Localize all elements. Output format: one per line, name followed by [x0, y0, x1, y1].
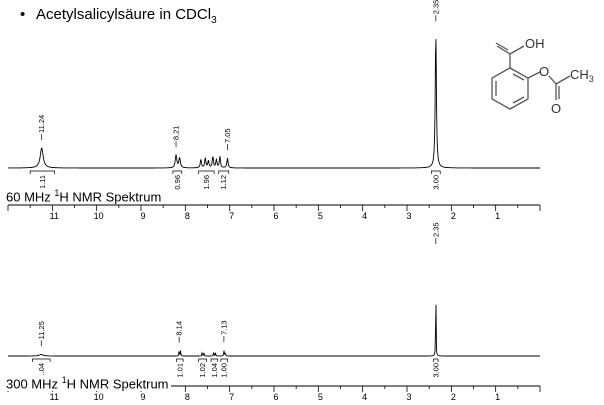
x-axis-tick-label: 2: [451, 392, 456, 402]
x-axis-tick-label: 10: [94, 211, 104, 221]
peak-label: 11.25: [37, 321, 46, 339]
x-axis-tick-label: 4: [362, 392, 367, 402]
x-axis-tick-label: 10: [94, 392, 104, 402]
ester-bond: [527, 71, 541, 79]
carbonyl-bond-2: [495, 42, 509, 51]
acetyl-methyl-bond: [555, 75, 571, 85]
x-axis-tick-label: 1: [495, 211, 500, 221]
integral-bracket: [198, 358, 207, 362]
integral-bracket: [431, 170, 441, 174]
x-axis-tick-label: 6: [273, 211, 278, 221]
spectrum-300mhz-peak-labels: 11.25 8.14 7.13 2.35: [37, 222, 440, 347]
x-axis-tick-label: 11: [50, 392, 59, 402]
integral-bracket: [32, 358, 51, 362]
aromatic-double-bond: [512, 96, 525, 104]
spectrum-60mhz-label: 60 MHz 1H NMR Spektrum: [6, 188, 164, 205]
x-axis-tick-label: 9: [140, 392, 145, 402]
spectrum-60mhz-peak-labels: 11.24 8.21 7.05 2.35: [37, 0, 440, 150]
integral-bracket: [176, 358, 184, 362]
peak-label: 8.14: [175, 321, 184, 336]
spectrum-label-text: H NMR Spektrum: [59, 189, 162, 205]
x-axis-tick-label: 5: [318, 211, 323, 221]
x-axis-tick-label: 8: [185, 392, 190, 402]
integral-bracket: [218, 170, 230, 174]
integral-value: 1.96: [202, 175, 211, 190]
spectrum-300mhz-trace: [8, 304, 540, 357]
integral-bracket: [198, 170, 215, 174]
ester-oxygen-label: O: [539, 64, 549, 79]
ch3-label: CH3: [570, 67, 594, 84]
x-axis-tick-label: 7: [229, 392, 234, 402]
x-axis-tick-label: 2: [451, 211, 456, 221]
x-axis-tick-label: 9: [140, 211, 145, 221]
carbonyl-oxygen-label: O: [551, 101, 561, 116]
spectrum-300mhz: 11.25 8.14 7.132.35 1.04 1.01 1.02 1.04 1.00 3.…: [7, 222, 541, 402]
bullet-point: •: [20, 6, 26, 23]
peak-label: 2.35: [431, 222, 440, 237]
x-axis-tick-label: 3: [406, 211, 411, 221]
spectrum-60mhz-integrals: 1.11 0.96 1.96 1.12 3.00: [29, 170, 441, 190]
ester-bond-2: [548, 75, 557, 85]
spectrum-60mhz: 11.24 8.21 7.05 2.35 1.11 0.96 1.96 1.12 3.00 1…: [7, 0, 541, 221]
spectrum-60mhz-trace: [8, 39, 540, 169]
x-axis-tick-label: 6: [273, 392, 278, 402]
x-axis-tick-label: 8: [185, 211, 190, 221]
acetylsalicylic-acid-structure: [491, 42, 571, 110]
integral-value: 1.12: [219, 175, 228, 190]
integral-value: 1.02: [198, 363, 207, 378]
molecule-atom-labels: OH O O CH3: [525, 36, 594, 116]
carbonyl-bond: [496, 45, 511, 55]
spectrum-label-text: 60 MHz: [6, 189, 55, 205]
x-axis-tick-label: 3: [406, 392, 411, 402]
spectrum-60mhz-x-axis: 11 10 9 8 7 6 5 4 3 2 1: [7, 204, 541, 221]
x-axis-tick-label: 7: [229, 211, 234, 221]
peak-label: 7.13: [219, 320, 228, 335]
x-axis-tick-label: 4: [362, 211, 367, 221]
title-subscript: 3: [211, 15, 217, 26]
integral-value: 3.00: [431, 363, 440, 378]
spectrum-label-superscript: 1: [61, 375, 67, 385]
x-axis-tick-label: 5: [318, 392, 323, 402]
peak-label: 2.35: [431, 0, 440, 14]
peak-label: 11.24: [37, 115, 46, 133]
peak-label: 7.05: [223, 128, 232, 143]
x-axis-tick-label: 11: [50, 211, 59, 221]
integral-value: 1.11: [38, 175, 47, 189]
integral-value: 1.04: [210, 363, 219, 378]
integral-bracket: [29, 170, 55, 174]
integral-bracket: [433, 358, 439, 362]
spectrum-label-text: H NMR Spektrum: [66, 376, 169, 392]
figure-title: • Acetylsalicylsäure in CDCl3: [20, 6, 217, 26]
carboxyl-oh-bond: [509, 45, 525, 55]
x-axis-tick-label: 1: [495, 392, 500, 402]
peak-label: 8.21: [172, 126, 181, 141]
integral-bracket: [220, 358, 228, 362]
integral-value: 1.00: [220, 363, 229, 378]
aromatic-double-bond: [512, 73, 525, 81]
integral-value: 1.04: [37, 363, 46, 378]
integral-bracket: [210, 358, 219, 362]
title-text: Acetylsalicylsäure in CDCl: [36, 6, 212, 23]
integral-value: 1.01: [175, 363, 184, 378]
spectrum-300mhz-label: 300 MHz 1H NMR Spektrum: [6, 375, 171, 392]
integral-value: 0.96: [173, 175, 182, 190]
benzene-ring: [491, 67, 529, 110]
integral-value: 3.00: [431, 175, 440, 190]
spectrum-label-text: 300 MHz: [6, 376, 62, 392]
integral-bracket: [172, 170, 183, 174]
spectrum-label-superscript: 1: [54, 188, 60, 198]
oh-label: OH: [525, 36, 545, 51]
spectrum-300mhz-integrals: 1.04 1.01 1.02 1.04 1.00 3.00: [32, 358, 440, 378]
